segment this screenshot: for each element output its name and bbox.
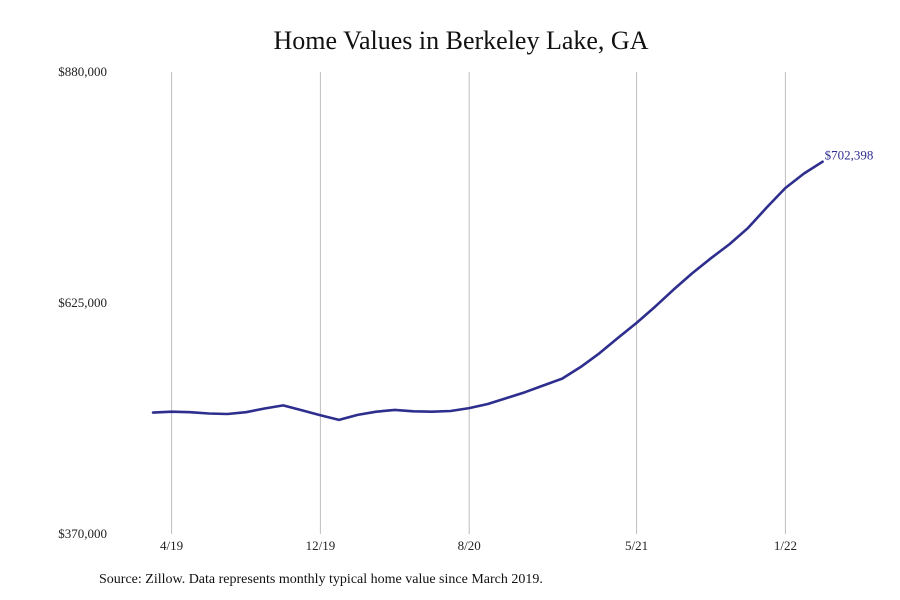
home-value-series-line xyxy=(151,160,824,422)
series-layer xyxy=(151,160,824,422)
x-tick-label: 1/22 xyxy=(774,538,797,553)
x-axis-tick-labels: 4/19 12/19 8/20 5/21 1/22 xyxy=(160,538,797,553)
chart-title: Home Values in Berkeley Lake, GA xyxy=(273,26,649,55)
end-value-label-layer: $702,398 xyxy=(825,148,874,163)
x-tick-label: 4/19 xyxy=(160,538,183,553)
x-tick-label: 8/20 xyxy=(458,538,481,553)
x-tick-label: 12/19 xyxy=(306,538,336,553)
y-tick-label: $880,000 xyxy=(58,64,107,79)
end-value-label: $702,398 xyxy=(825,148,874,163)
source-note: Source: Zillow. Data represents monthly … xyxy=(99,572,543,587)
y-axis-tick-labels: $880,000 $625,000 $370,000 xyxy=(58,64,107,541)
y-tick-label: $625,000 xyxy=(58,295,107,310)
x-tick-label: 5/21 xyxy=(625,538,648,553)
vertical-gridlines xyxy=(171,72,786,534)
y-tick-label: $370,000 xyxy=(58,526,107,541)
